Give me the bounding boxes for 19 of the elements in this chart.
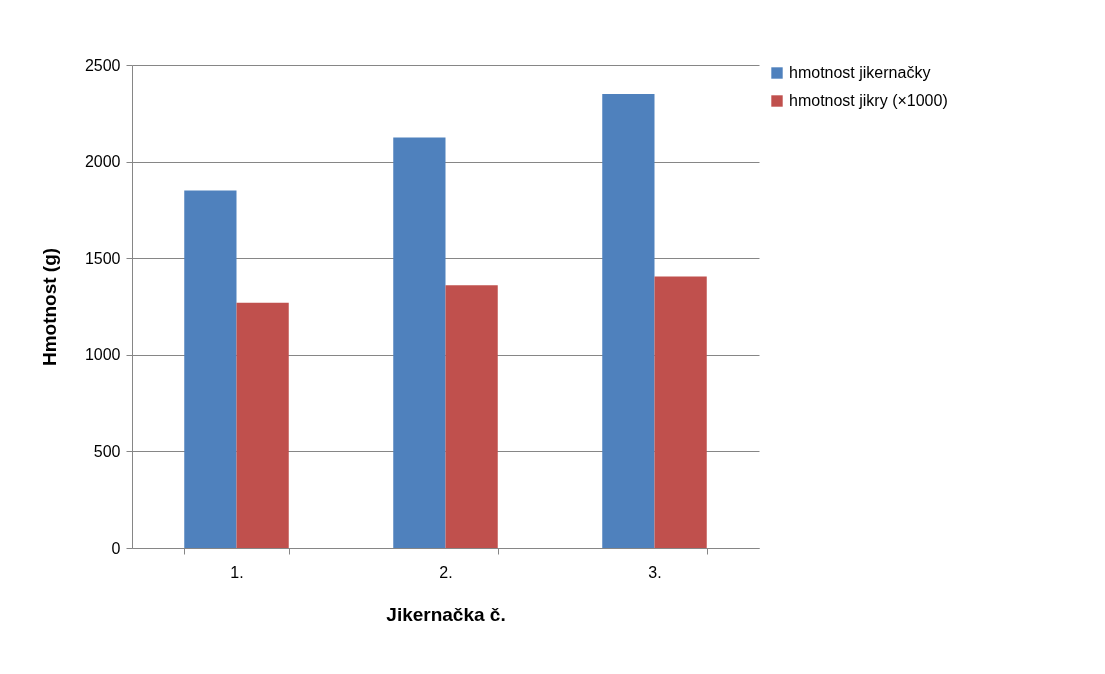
- bar: [654, 276, 707, 548]
- bar: [445, 285, 498, 548]
- y-tick-label: 2500: [84, 56, 121, 74]
- bar: [393, 137, 446, 548]
- x-axis-title: Jikernačka č.: [386, 603, 506, 625]
- bar: [602, 93, 655, 548]
- y-tick-label: 0: [111, 539, 121, 557]
- y-tick-label: 1500: [84, 249, 121, 267]
- y-tick-label: 1000: [84, 346, 121, 364]
- bar: [236, 302, 289, 548]
- x-tick-label: 1.: [230, 563, 244, 581]
- y-tick-label: 2000: [84, 153, 121, 171]
- y-axis-title: Hmotnost (g): [38, 247, 60, 367]
- legend-label: hmotnost jikry (×1000): [789, 92, 948, 109]
- x-tick-label: 2.: [439, 563, 453, 581]
- legend-label: hmotnost jikernačky: [789, 64, 931, 81]
- bar: [184, 190, 237, 548]
- y-tick-label: 500: [93, 442, 121, 460]
- x-tick-label: 3.: [648, 563, 662, 581]
